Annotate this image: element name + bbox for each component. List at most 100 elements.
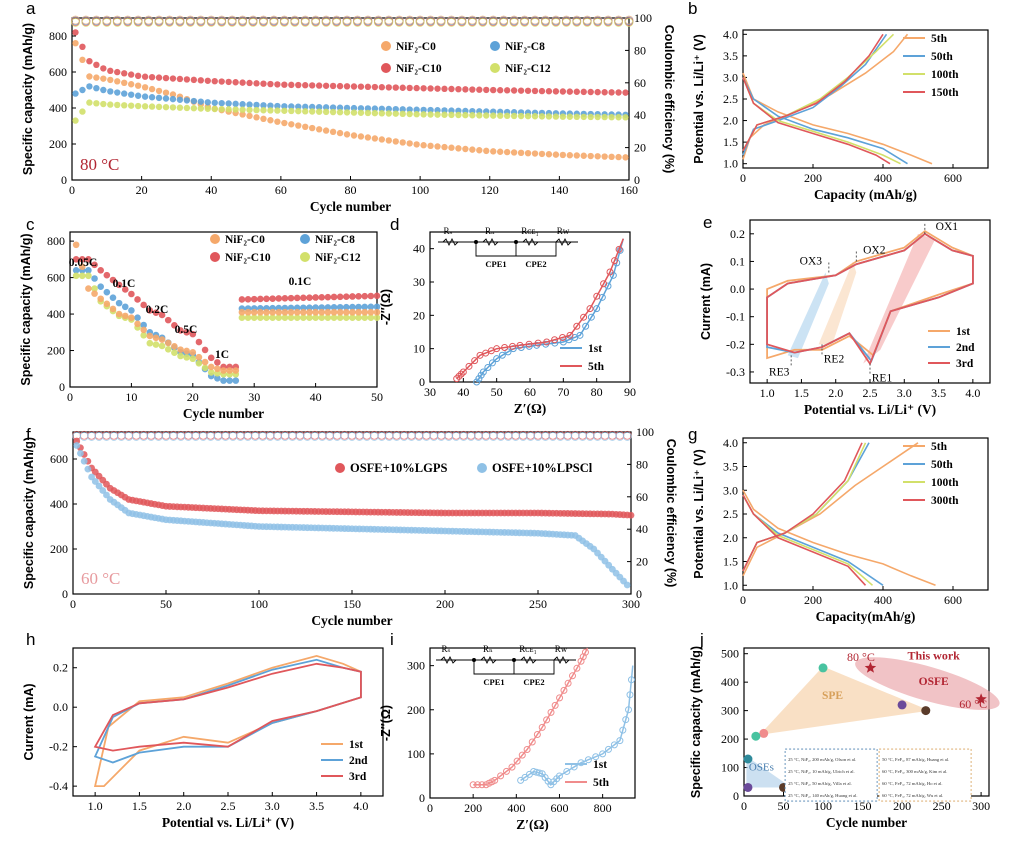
capacity-point [250,314,258,322]
capacity-point [115,299,123,307]
capacity-point [211,105,218,113]
capacity-point [232,377,240,384]
ce-point [116,432,126,441]
capacity-point [207,369,215,376]
peak-label: RE2 [824,353,845,365]
y-tick-label: 20 [413,308,425,322]
capacity-point [164,346,172,353]
capacity-point [274,118,281,125]
capacity-point [364,109,372,117]
legend-entry: 1st [593,759,607,771]
impedance-point [453,375,461,383]
capacity-point [134,72,142,80]
ce-point [459,432,469,441]
y-tick-label: 3.0 [723,70,738,84]
capacity-point [455,85,462,93]
capacity-point [246,106,253,114]
capacity-point [615,153,622,161]
ce-point [429,432,439,441]
impedance-point [516,341,524,349]
legend-entry: 5th [588,361,605,373]
capacity-point [155,94,163,102]
y-axis-label: Current (mA) [699,263,713,340]
circuit-label: Rₙ [483,644,493,654]
capacity-point [462,145,469,153]
ce-point [447,18,456,27]
capacity-point [95,482,103,490]
capacity-point [73,442,81,449]
capacity-point [238,308,246,316]
ce-point [436,18,446,27]
temperature-label: 80 °C [847,650,875,664]
x-tick-label: 0 [740,171,746,185]
y-tick-label: 0 [419,791,425,805]
x-tick-label: 1.5 [132,799,147,813]
x-axis-label: Cycle number [310,199,391,214]
capacity-point [496,87,504,94]
capacity-point [427,85,434,92]
capacity-point [171,349,178,356]
circuit-wire [473,660,555,675]
capacity-point [146,307,154,314]
capacity-point [246,101,253,108]
legend-swatch [300,234,310,244]
circuit-label: Rᴡ [555,644,568,654]
capacity-point [100,75,107,82]
literature-point [759,728,769,738]
capacity-point [364,134,372,141]
capacity-point [392,84,399,91]
x-tick-label: 600 [550,801,568,815]
capacity-point [121,102,128,109]
impedance-point [573,322,581,330]
capacity-point [121,79,128,87]
capacity-point [476,86,483,93]
capacity-point [281,308,289,316]
ce-point [457,18,467,27]
capacity-point [531,150,539,157]
capacity-point [566,152,574,159]
capacity-point [162,89,170,96]
ce-point [394,18,404,27]
y-axis-label: Specific capacity (mAh/g) [19,233,33,385]
capacity-point [336,308,344,316]
charge-curve [742,442,870,572]
capacity-point [594,153,601,160]
capacity-point [269,308,276,316]
capacity-point [441,143,448,151]
ce-point [503,432,513,441]
x-tick-label: 60 [524,385,536,399]
capacity-point [107,76,114,84]
capacity-point [367,308,375,316]
capacity-point [128,290,135,298]
y2-tick-label: 0 [634,173,640,187]
ce-point [570,432,580,441]
ce-point [311,18,321,27]
capacity-point [406,110,413,118]
legend-swatch [335,463,345,473]
capacity-point [134,314,141,322]
capacity-point [343,293,350,300]
x-tick-label: 600 [944,171,962,185]
capacity-point [413,141,420,148]
capacity-point [214,375,221,382]
capacity-point [371,83,379,91]
y2-tick-label: 80 [636,457,648,471]
legend-entry: 2nd [349,755,368,767]
legend-entry: 50th [931,459,953,471]
capacity-point [349,314,356,322]
capacity-point [79,86,86,94]
capacity-point [343,104,351,112]
y-tick-label: 0 [733,789,739,803]
capacity-point [469,146,476,153]
capacity-point [109,305,117,313]
ce-point [481,432,491,441]
literature-point [743,782,753,792]
capacity-point [623,581,631,589]
literature-point [751,731,761,741]
capacity-point [72,272,80,280]
capacity-point [336,129,344,137]
capacity-point [496,148,504,155]
y-tick-label: 300 [721,704,739,718]
panel-b: 0 200 400 600 1.0 1.5 2.0 2.5 3.0 3.5 4.0 Capacity … [688,0,989,202]
panel-letter-d: d [390,215,399,234]
